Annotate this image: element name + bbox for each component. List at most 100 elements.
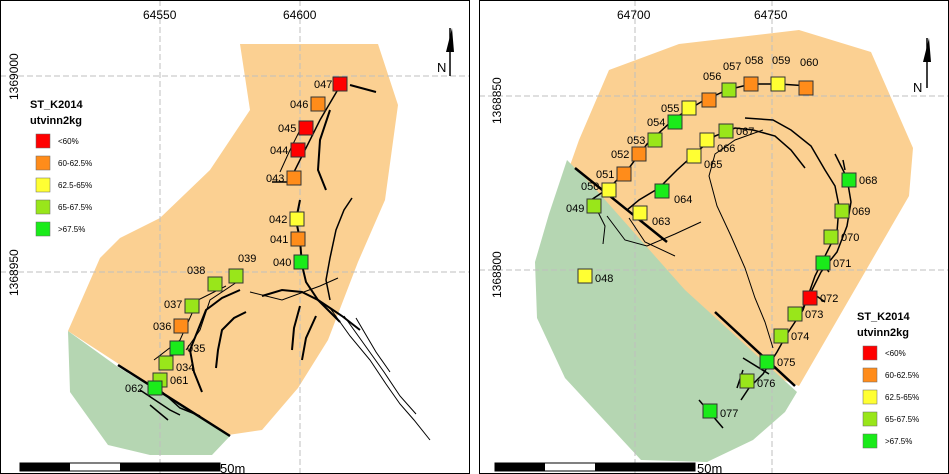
scale-label: 50m (220, 461, 245, 474)
sample-label-034: 034 (176, 362, 194, 374)
grid-x-label: 64750 (754, 8, 788, 22)
sample-label-043: 043 (266, 173, 284, 185)
sample-marker-071[interactable] (815, 255, 831, 271)
legend-swatch-65_675 (862, 411, 878, 427)
legend-label-65_675: 65-67.5% (885, 415, 919, 424)
sample-label-045: 045 (278, 123, 296, 135)
sample-marker-050[interactable] (601, 182, 617, 198)
sample-label-063: 063 (652, 216, 670, 228)
sample-marker-044[interactable] (290, 142, 306, 158)
sample-marker-063[interactable] (632, 205, 648, 221)
sample-marker-039[interactable] (228, 268, 244, 284)
sample-label-049: 049 (566, 203, 584, 215)
sample-label-066: 066 (717, 143, 735, 155)
sample-label-056: 056 (703, 71, 721, 83)
legend-subtitle: utvinn2kg (857, 327, 909, 339)
sample-label-061: 061 (170, 375, 188, 387)
sample-marker-056[interactable] (701, 92, 717, 108)
sample-marker-069[interactable] (834, 203, 850, 219)
sample-marker-036[interactable] (173, 318, 189, 334)
sample-marker-040[interactable] (293, 254, 309, 270)
sample-label-037: 037 (164, 299, 182, 311)
sample-marker-058[interactable] (743, 76, 759, 92)
sample-marker-051[interactable] (616, 166, 632, 182)
sample-marker-074[interactable] (773, 328, 789, 344)
sample-marker-070[interactable] (823, 229, 839, 245)
sample-label-075: 075 (777, 357, 795, 369)
sample-label-062: 062 (125, 383, 143, 395)
sample-marker-046[interactable] (310, 96, 326, 112)
sample-marker-059[interactable] (770, 76, 786, 92)
legend-label-60_625: 60-62.5% (58, 159, 92, 168)
terrain-lines-left (117, 84, 431, 441)
sample-marker-073[interactable] (787, 306, 803, 322)
north-arrow-icon (923, 38, 931, 88)
sample-label-039: 039 (238, 253, 256, 265)
sample-marker-053[interactable] (647, 132, 663, 148)
legend-label-65_675: 65-67.5% (58, 203, 92, 212)
sample-label-035: 035 (187, 343, 205, 355)
legend-label-gt675: >67.5% (885, 437, 912, 446)
sample-label-060: 060 (800, 57, 818, 69)
sample-marker-043[interactable] (286, 170, 302, 186)
sample-label-077: 077 (720, 408, 738, 420)
sample-marker-052[interactable] (631, 146, 647, 162)
sample-label-040: 040 (273, 257, 291, 269)
sample-label-072: 072 (820, 293, 838, 305)
legend-label-gt675: >67.5% (58, 225, 85, 234)
sample-marker-065[interactable] (686, 148, 702, 164)
sample-marker-055[interactable] (681, 100, 697, 116)
left-map-canvas[interactable]: 047 046 045 044 043 042 041 040 039 038 037 036 035 0… (0, 0, 470, 474)
orange-zone-left (68, 44, 398, 435)
sample-marker-057[interactable] (721, 82, 737, 98)
legend-swatch-625_65 (862, 389, 878, 405)
sample-marker-054[interactable] (667, 114, 683, 130)
sample-label-058: 058 (745, 55, 763, 67)
legend-swatch-lt60 (862, 345, 878, 361)
sample-marker-066[interactable] (699, 132, 715, 148)
sample-marker-034[interactable] (158, 355, 174, 371)
sample-marker-076[interactable] (739, 373, 755, 389)
sample-points-left: 047 046 045 044 043 042 041 040 039 038 037 036 035 0… (125, 76, 348, 396)
legend-swatch-65_675 (35, 199, 51, 215)
legend-subtitle: utvinn2kg (30, 115, 82, 127)
legend-title: ST_K2014 (857, 311, 910, 323)
sample-marker-035[interactable] (169, 340, 185, 356)
sample-marker-041[interactable] (290, 231, 306, 247)
sample-marker-060[interactable] (798, 80, 814, 96)
scale-bar-right (494, 462, 696, 472)
sample-marker-048[interactable] (577, 268, 593, 284)
sample-marker-062[interactable] (147, 380, 163, 396)
sample-marker-042[interactable] (289, 211, 305, 227)
sample-marker-064[interactable] (654, 183, 670, 199)
sample-marker-072[interactable] (802, 290, 818, 306)
sample-label-047: 047 (314, 79, 332, 91)
sample-marker-075[interactable] (759, 354, 775, 370)
north-arrow-icon (446, 28, 454, 76)
sample-label-055: 055 (661, 103, 679, 115)
sample-marker-049[interactable] (586, 198, 602, 214)
legend-label-625_65: 62.5-65% (58, 181, 92, 190)
sample-marker-077[interactable] (702, 403, 718, 419)
sample-label-059: 059 (772, 55, 790, 67)
sample-marker-067[interactable] (718, 123, 734, 139)
sample-label-074: 074 (791, 331, 809, 343)
sample-label-046: 046 (290, 99, 308, 111)
sample-marker-047[interactable] (332, 76, 348, 92)
sample-marker-037[interactable] (184, 298, 200, 314)
sample-label-048: 048 (595, 273, 613, 285)
legend-label-625_65: 62.5-65% (885, 393, 919, 402)
north-label: N (437, 60, 446, 75)
grid-x-label: 64550 (143, 8, 177, 22)
legend-right: ST_K2014 utvinn2kg <60% 60-62.5% 62.5-65% 6… (857, 311, 919, 449)
legend-swatch-lt60 (35, 133, 51, 149)
grid-x-label: 64600 (283, 8, 317, 22)
sample-marker-068[interactable] (841, 172, 857, 188)
sample-marker-038[interactable] (207, 276, 223, 292)
grid-x-label: 64700 (617, 8, 651, 22)
legend-swatch-60_625 (862, 367, 878, 383)
grid-y-label: 1368950 (7, 249, 21, 296)
sample-marker-045[interactable] (298, 120, 314, 136)
